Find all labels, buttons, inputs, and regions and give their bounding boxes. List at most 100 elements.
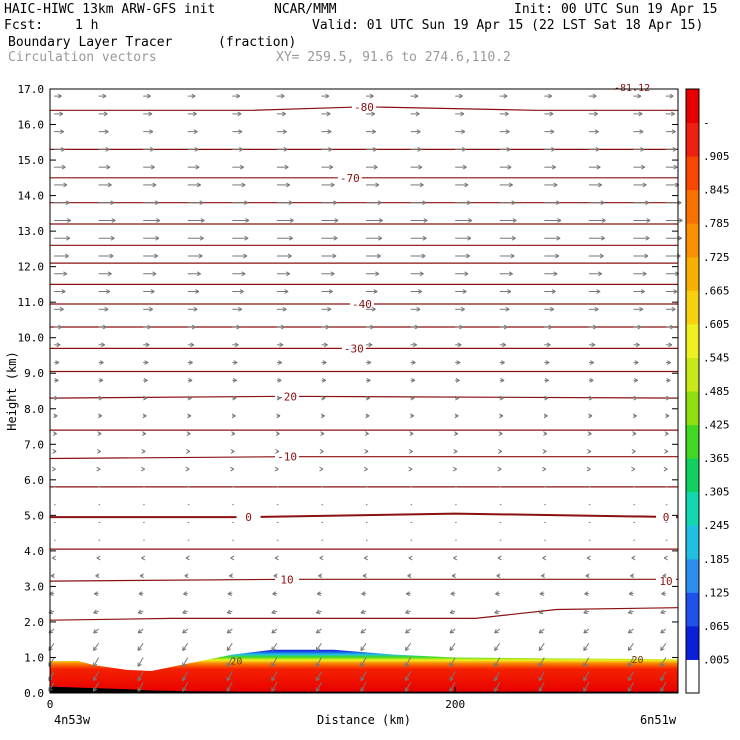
circulation-vector bbox=[232, 377, 237, 383]
isotherm-label-bg bbox=[656, 511, 676, 524]
circulation-vector bbox=[226, 671, 233, 682]
y-tick-label: 2.0 bbox=[24, 616, 44, 629]
circulation-vector bbox=[364, 555, 368, 561]
circulation-vector bbox=[321, 253, 337, 259]
circulation-vector bbox=[182, 682, 189, 692]
circulation-vector bbox=[455, 306, 465, 312]
circulation-vector bbox=[583, 642, 590, 652]
circulation-vector bbox=[271, 671, 278, 682]
circulation-vector bbox=[98, 271, 112, 277]
circulation-vector bbox=[665, 200, 682, 206]
isotherm-label: 10 bbox=[659, 575, 672, 588]
circulation-vector bbox=[455, 129, 466, 134]
circulation-vector bbox=[544, 271, 558, 277]
circulation-vector bbox=[455, 200, 471, 206]
colorbar-frame bbox=[685, 88, 700, 694]
circulation-vector bbox=[226, 657, 233, 667]
circulation-vector bbox=[665, 147, 677, 152]
circulation-vector bbox=[633, 271, 647, 277]
circulation-vector bbox=[360, 642, 367, 652]
circulation-vector bbox=[588, 253, 604, 259]
circulation-vector bbox=[141, 555, 146, 561]
circulation-vector bbox=[98, 253, 114, 259]
circulation-vector bbox=[633, 253, 649, 259]
colorbar-label: .425 bbox=[703, 419, 730, 432]
circulation-vector bbox=[184, 573, 189, 579]
circulation-vector bbox=[275, 431, 280, 436]
circulation-vector bbox=[98, 289, 111, 294]
circulation-vector bbox=[362, 573, 367, 579]
colorbar-swatch bbox=[686, 592, 699, 627]
y-tick-label: 0.0 bbox=[24, 687, 44, 700]
circulation-vector bbox=[187, 147, 199, 152]
circulation-vector bbox=[96, 449, 101, 454]
circulation-vector bbox=[318, 573, 323, 579]
circulation-vector bbox=[633, 129, 644, 134]
circulation-vector bbox=[93, 671, 100, 682]
circulation-vector bbox=[455, 289, 467, 294]
circulation-vector bbox=[410, 218, 428, 223]
circulation-vector bbox=[54, 306, 64, 312]
circulation-vector bbox=[187, 395, 192, 401]
circulation-vector bbox=[50, 573, 55, 579]
circulation-vector bbox=[455, 93, 463, 99]
circulation-vector bbox=[315, 671, 322, 682]
circulation-vector bbox=[633, 111, 643, 117]
circulation-vector bbox=[627, 671, 634, 682]
circulation-vector bbox=[544, 395, 549, 401]
circulation-vector bbox=[321, 129, 332, 134]
circulation-vector bbox=[52, 431, 57, 436]
circulation-vector bbox=[499, 164, 512, 170]
circulation-vector bbox=[660, 609, 666, 615]
colorbar-label: .605 bbox=[703, 318, 730, 331]
isotherm-line bbox=[49, 607, 679, 621]
circulation-vector bbox=[94, 591, 99, 596]
circulation-vector bbox=[54, 235, 71, 241]
circulation-vector bbox=[664, 431, 669, 436]
circulation-vector bbox=[187, 182, 201, 188]
y-tick-label: 1.0 bbox=[24, 651, 44, 664]
circulation-vector bbox=[455, 360, 461, 365]
circulation-vector bbox=[142, 431, 147, 436]
colorbar-swatch bbox=[686, 558, 699, 593]
circulation-vector bbox=[230, 466, 235, 472]
circulation-vector bbox=[588, 360, 594, 365]
circulation-vector bbox=[588, 129, 599, 134]
circulation-vector bbox=[410, 182, 424, 188]
circulation-vector bbox=[187, 306, 198, 312]
circulation-vector bbox=[538, 628, 545, 634]
circulation-vector bbox=[405, 591, 411, 596]
y-tick-label: 15.0 bbox=[18, 154, 45, 167]
circulation-vector bbox=[232, 395, 237, 401]
circulation-vector bbox=[276, 93, 285, 99]
circulation-vector bbox=[360, 628, 367, 634]
circulation-vector bbox=[98, 218, 116, 223]
circulation-vector bbox=[544, 289, 556, 294]
y-tick-label: 17.0 bbox=[18, 83, 45, 96]
circulation-vector bbox=[499, 289, 512, 294]
circulation-vector bbox=[143, 271, 157, 277]
circulation-vector bbox=[232, 289, 244, 294]
circulation-vector bbox=[633, 360, 639, 365]
circulation-vector bbox=[98, 129, 109, 134]
isotherm-line bbox=[49, 578, 678, 582]
circulation-vector bbox=[230, 555, 235, 561]
circulation-vector bbox=[405, 628, 411, 634]
isotherm-label-bg bbox=[349, 297, 374, 310]
circulation-vector bbox=[182, 642, 189, 652]
circulation-vector bbox=[538, 609, 545, 615]
circulation-vector bbox=[137, 671, 144, 682]
circulation-vector bbox=[449, 682, 456, 692]
circulation-vector bbox=[660, 682, 667, 692]
circulation-vector bbox=[366, 93, 374, 99]
colorbar-swatch bbox=[686, 525, 699, 560]
circulation-vector bbox=[449, 657, 456, 667]
colorbar-swatch bbox=[686, 122, 699, 157]
circulation-vector bbox=[98, 324, 107, 330]
circulation-vector bbox=[665, 360, 671, 365]
circulation-vector bbox=[230, 449, 235, 454]
colorbar-label: .485 bbox=[703, 385, 730, 398]
circulation-vector bbox=[54, 395, 59, 401]
circulation-vector bbox=[410, 93, 419, 99]
circulation-vector bbox=[499, 253, 515, 259]
